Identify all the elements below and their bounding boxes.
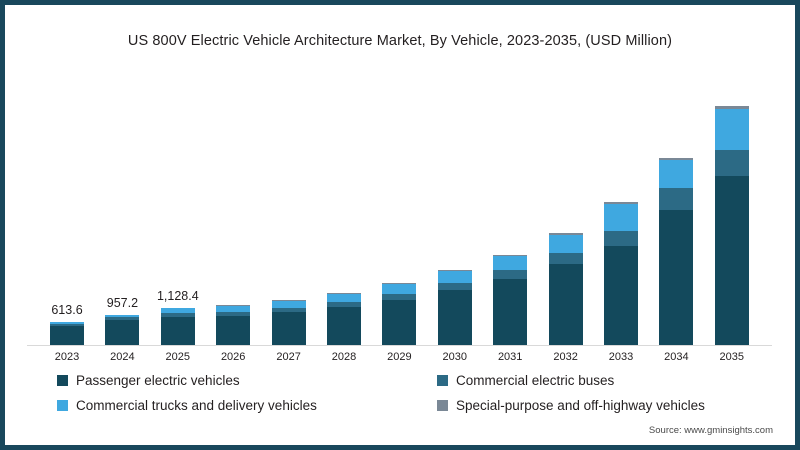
legend-item-3[interactable]: Special-purpose and off-highway vehicles — [437, 398, 757, 413]
x-axis-tick-2030: 2030 — [442, 351, 468, 363]
bar-segment-passenger-electric-vehicles — [50, 326, 84, 345]
bar-segment-special-purpose-and-off-highway-vehicles — [327, 293, 361, 294]
x-axis-tick-2024: 2024 — [110, 351, 135, 363]
bar-segment-commercial-electric-buses — [437, 283, 472, 290]
legend-item-1[interactable]: Commercial electric buses — [437, 373, 757, 388]
bar-segment-commercial-trucks-and-delivery-vehicles — [50, 322, 84, 324]
legend-item-label: Special-purpose and off-highway vehicles — [456, 398, 705, 413]
bar-segment-passenger-electric-vehicles — [160, 317, 195, 345]
bar-segment-passenger-electric-vehicles — [548, 264, 583, 345]
legend-item-label: Commercial electric buses — [456, 373, 615, 388]
bar-stack — [327, 293, 361, 345]
x-axis-tick-2028: 2028 — [331, 351, 357, 363]
bar-segment-special-purpose-and-off-highway-vehicles — [714, 106, 749, 109]
bar-segment-commercial-trucks-and-delivery-vehicles — [105, 315, 140, 317]
bar-segment-commercial-electric-buses — [714, 150, 749, 176]
bar-segment-commercial-trucks-and-delivery-vehicles — [714, 109, 749, 150]
legend-swatch-icon — [57, 400, 68, 411]
bar-segment-special-purpose-and-off-highway-vehicles — [437, 270, 472, 271]
bar-segment-special-purpose-and-off-highway-vehicles — [548, 233, 583, 235]
bar-segment-commercial-electric-buses — [548, 253, 583, 264]
bar-stack — [160, 308, 195, 345]
bar-stack — [50, 322, 84, 345]
bar-segment-commercial-trucks-and-delivery-vehicles — [548, 235, 583, 253]
bar-segment-commercial-trucks-and-delivery-vehicles — [216, 306, 251, 312]
bar-stack — [271, 300, 306, 345]
bar-segment-special-purpose-and-off-highway-vehicles — [493, 255, 528, 256]
bar-stack — [493, 255, 528, 345]
bar-segment-special-purpose-and-off-highway-vehicles — [382, 283, 417, 284]
bar-segment-special-purpose-and-off-highway-vehicles — [271, 300, 306, 301]
bar-segment-commercial-electric-buses — [216, 312, 251, 316]
bar-value-label: 1,128.4 — [156, 289, 199, 303]
bar-segment-commercial-electric-buses — [50, 324, 84, 326]
legend-item-label: Commercial trucks and delivery vehicles — [76, 398, 317, 413]
bar-segment-special-purpose-and-off-highway-vehicles — [604, 202, 638, 204]
bar-segment-passenger-electric-vehicles — [437, 290, 472, 345]
x-axis-line — [27, 345, 772, 346]
bar-segment-special-purpose-and-off-highway-vehicles — [216, 305, 251, 306]
x-axis-tick-2032: 2032 — [553, 351, 578, 363]
bar-segment-passenger-electric-vehicles — [382, 300, 417, 345]
x-axis-tick-2023: 2023 — [54, 351, 80, 363]
bar-segment-commercial-trucks-and-delivery-vehicles — [493, 256, 528, 270]
bar-segment-commercial-electric-buses — [493, 270, 528, 279]
bar-stack — [714, 106, 749, 345]
x-axis-tick-2033: 2033 — [608, 351, 634, 363]
bar-stack — [382, 283, 417, 345]
bar-stack — [548, 233, 583, 345]
x-axis-tick-2027: 2027 — [276, 351, 301, 363]
bar-segment-commercial-trucks-and-delivery-vehicles — [271, 301, 306, 308]
bar-value-label: 613.6 — [51, 303, 83, 317]
bar-value-label: 957.2 — [106, 296, 139, 310]
chart-canvas: US 800V Electric Vehicle Architecture Ma… — [5, 5, 795, 445]
x-axis-tick-2025: 2025 — [165, 351, 191, 363]
plot-area: 613.6 957.2 1,128.4 2023 2024 2025 2026 2027 20… — [5, 5, 795, 365]
bar-segment-passenger-electric-vehicles — [216, 316, 251, 345]
chart-legend: Passenger electric vehicles Commercial el… — [57, 373, 757, 413]
bar-segment-passenger-electric-vehicles — [604, 246, 638, 345]
bar-segment-commercial-electric-buses — [105, 317, 140, 320]
bar-segment-commercial-electric-buses — [382, 294, 417, 300]
bar-stack — [216, 305, 251, 345]
legend-swatch-icon — [57, 375, 68, 386]
bar-stack — [659, 158, 694, 345]
bar-segment-commercial-trucks-and-delivery-vehicles — [604, 204, 638, 231]
legend-item-0[interactable]: Passenger electric vehicles — [57, 373, 437, 388]
bar-segment-commercial-trucks-and-delivery-vehicles — [382, 284, 417, 294]
bar-stack — [437, 270, 472, 345]
page-title: US 800V Electric Vehicle Architecture Ma… — [127, 33, 673, 49]
legend-swatch-icon — [437, 375, 448, 386]
bar-segment-special-purpose-and-off-highway-vehicles — [659, 158, 694, 160]
x-axis-tick-2029: 2029 — [387, 351, 412, 363]
bar-segment-passenger-electric-vehicles — [493, 279, 528, 345]
bar-segment-commercial-electric-buses — [271, 308, 306, 312]
bar-segment-commercial-trucks-and-delivery-vehicles — [327, 294, 361, 302]
bar-segment-commercial-trucks-and-delivery-vehicles — [659, 160, 694, 188]
bar-segment-commercial-trucks-and-delivery-vehicles — [437, 271, 472, 283]
bar-stack — [105, 315, 140, 345]
bar-stack — [604, 202, 638, 345]
x-axis-tick-2031: 2031 — [497, 351, 523, 363]
legend-item-label: Passenger electric vehicles — [76, 373, 240, 388]
x-axis-tick-2035: 2035 — [719, 351, 745, 363]
bar-segment-commercial-electric-buses — [604, 231, 638, 246]
bar-segment-passenger-electric-vehicles — [327, 307, 361, 345]
legend-item-2[interactable]: Commercial trucks and delivery vehicles — [57, 398, 437, 413]
bar-segment-passenger-electric-vehicles — [271, 312, 306, 345]
x-axis-tick-2034: 2034 — [664, 351, 689, 363]
bar-segment-commercial-electric-buses — [327, 302, 361, 307]
source-attribution: Source: www.gminsights.com — [648, 425, 773, 436]
legend-swatch-icon — [437, 400, 448, 411]
x-axis-tick-2026: 2026 — [220, 351, 246, 363]
bar-segment-passenger-electric-vehicles — [105, 320, 140, 345]
bar-segment-commercial-electric-buses — [659, 188, 694, 210]
bar-segment-passenger-electric-vehicles — [659, 210, 694, 345]
bar-segment-passenger-electric-vehicles — [714, 176, 749, 345]
bar-segment-commercial-trucks-and-delivery-vehicles — [160, 308, 195, 313]
bar-segment-commercial-electric-buses — [160, 313, 195, 317]
